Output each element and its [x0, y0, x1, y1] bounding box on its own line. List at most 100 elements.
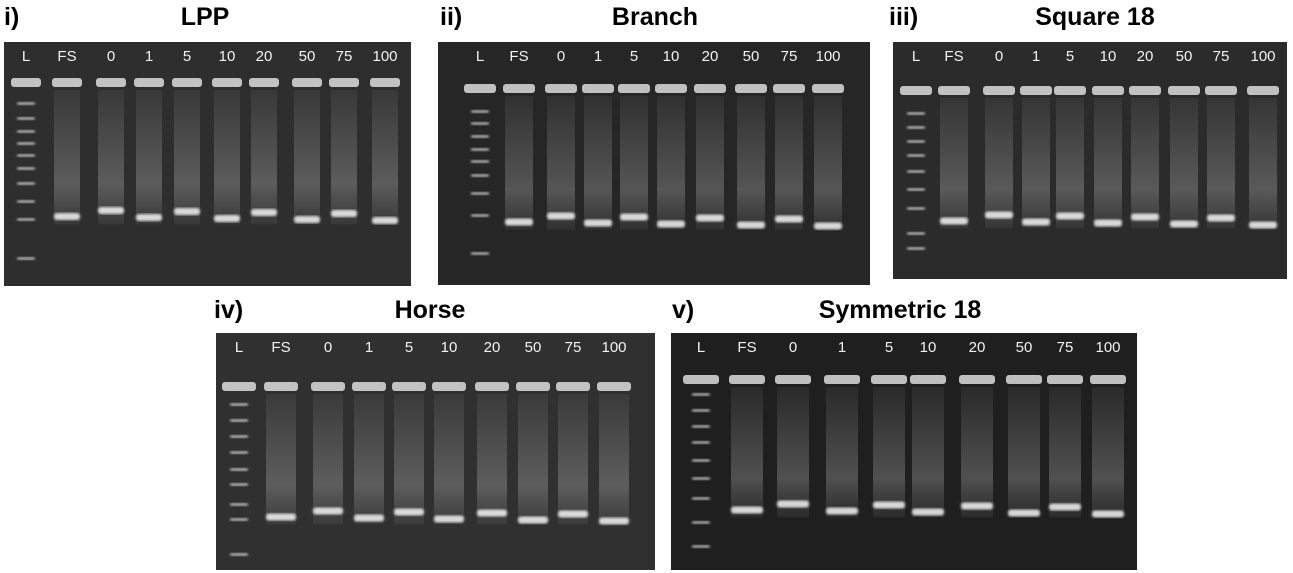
gel-image: L FS 0 1 5 10 20 50 75 100 — [4, 42, 411, 286]
ladder-band — [907, 126, 925, 129]
gel-well — [1129, 86, 1161, 95]
lane-label: L — [475, 48, 485, 65]
panel-numeral: iii) — [889, 3, 919, 31]
gel-bands — [222, 382, 631, 556]
lane-smear — [313, 394, 343, 525]
gel-well — [735, 84, 767, 93]
ladder-band — [471, 214, 489, 217]
lane-smear — [940, 98, 968, 229]
lane-label: 20 — [968, 339, 986, 356]
lane-labels: L FS 0 1 5 10 20 50 75 100 — [893, 48, 1287, 68]
panel-title: Square 18 — [1035, 3, 1155, 31]
ladder-band — [692, 459, 710, 462]
lane-smear — [54, 90, 80, 225]
ladder-band — [230, 553, 248, 556]
gel-band — [266, 513, 296, 521]
ladder-band — [17, 218, 35, 221]
ladder-band — [907, 140, 925, 143]
lane-label: 1 — [1031, 48, 1041, 65]
gel-well — [545, 84, 577, 93]
panel-numeral: i) — [4, 3, 20, 31]
lane-label: L — [21, 48, 31, 65]
gel-well — [96, 78, 126, 87]
ladder-band — [17, 200, 35, 203]
gel-band — [731, 506, 763, 514]
lane-label: 5 — [1065, 48, 1075, 65]
gel-band — [434, 515, 464, 523]
ladder-band — [17, 142, 35, 145]
ladder-band — [17, 257, 35, 260]
lane-smear — [518, 394, 548, 525]
lane-label: FS — [57, 48, 77, 65]
ladder-band — [907, 170, 925, 173]
gel-band — [657, 220, 685, 228]
ladder-band — [907, 188, 925, 191]
ladder-band — [692, 441, 710, 444]
lane-smear — [1049, 387, 1081, 518]
lane-label: 0 — [106, 48, 116, 65]
panel-numeral: v) — [672, 296, 695, 324]
ladder-band — [471, 252, 489, 255]
gel-band — [54, 213, 80, 220]
lane-smear — [620, 96, 648, 230]
gel-bands — [464, 84, 844, 255]
lane-smear — [1094, 98, 1122, 229]
lane-label: 1 — [837, 339, 847, 356]
panel-title: Branch — [611, 3, 699, 31]
gel-band — [1092, 510, 1124, 518]
ladder-band — [17, 117, 35, 120]
lane-label: 100 — [601, 339, 627, 356]
ladder-band — [907, 154, 925, 157]
lane-label: 50 — [524, 339, 542, 356]
lane-label: 1 — [364, 339, 374, 356]
lane-smear — [696, 96, 724, 230]
gel-well — [292, 78, 322, 87]
ladder-band — [230, 451, 248, 454]
ladder-band — [692, 497, 710, 500]
gel-well — [134, 78, 164, 87]
gel-well — [556, 382, 590, 391]
gel-image: L FS 0 1 5 10 20 50 75 100 — [216, 333, 655, 570]
gel-bands — [11, 78, 400, 260]
lane-smear — [777, 387, 809, 518]
gel-well — [694, 84, 726, 93]
lane-label: 5 — [884, 339, 894, 356]
ladder-band — [692, 521, 710, 524]
lane-smear — [266, 394, 296, 525]
gel-well — [1205, 86, 1237, 95]
ladder-band — [17, 182, 35, 185]
lane-smear — [434, 394, 464, 525]
gel-well — [1247, 86, 1279, 95]
gel-well — [1054, 86, 1086, 95]
gel-band — [873, 501, 905, 509]
gel-band — [547, 212, 575, 220]
lane-smear — [174, 90, 200, 225]
ladder-band — [230, 518, 248, 521]
panel-numeral: ii) — [440, 3, 463, 31]
gel-well — [597, 382, 631, 391]
gel-band — [961, 502, 993, 510]
ladder-band — [230, 468, 248, 471]
lane-label: 50 — [742, 48, 760, 65]
ladder-band — [471, 110, 489, 113]
gel-well — [773, 84, 805, 93]
ladder-band — [471, 160, 489, 163]
lane-smear — [98, 90, 124, 225]
lane-smear — [394, 394, 424, 525]
lane-labels: L FS 0 1 5 10 20 50 75 100 — [671, 339, 1137, 359]
gel-band — [1170, 220, 1198, 228]
gel-band — [696, 214, 724, 222]
lane-smear — [775, 96, 803, 230]
gel-well — [1092, 86, 1124, 95]
gel-bands — [900, 86, 1279, 250]
gel-well — [618, 84, 650, 93]
gel-well — [812, 84, 844, 93]
lane-label: 75 — [335, 48, 353, 65]
gel-band — [940, 217, 968, 225]
gel-well — [871, 375, 907, 384]
ladder-band — [471, 192, 489, 195]
lane-label: 75 — [1056, 339, 1074, 356]
lane-smear — [1056, 98, 1084, 229]
gel-well — [432, 382, 466, 391]
gel-well — [52, 78, 82, 87]
